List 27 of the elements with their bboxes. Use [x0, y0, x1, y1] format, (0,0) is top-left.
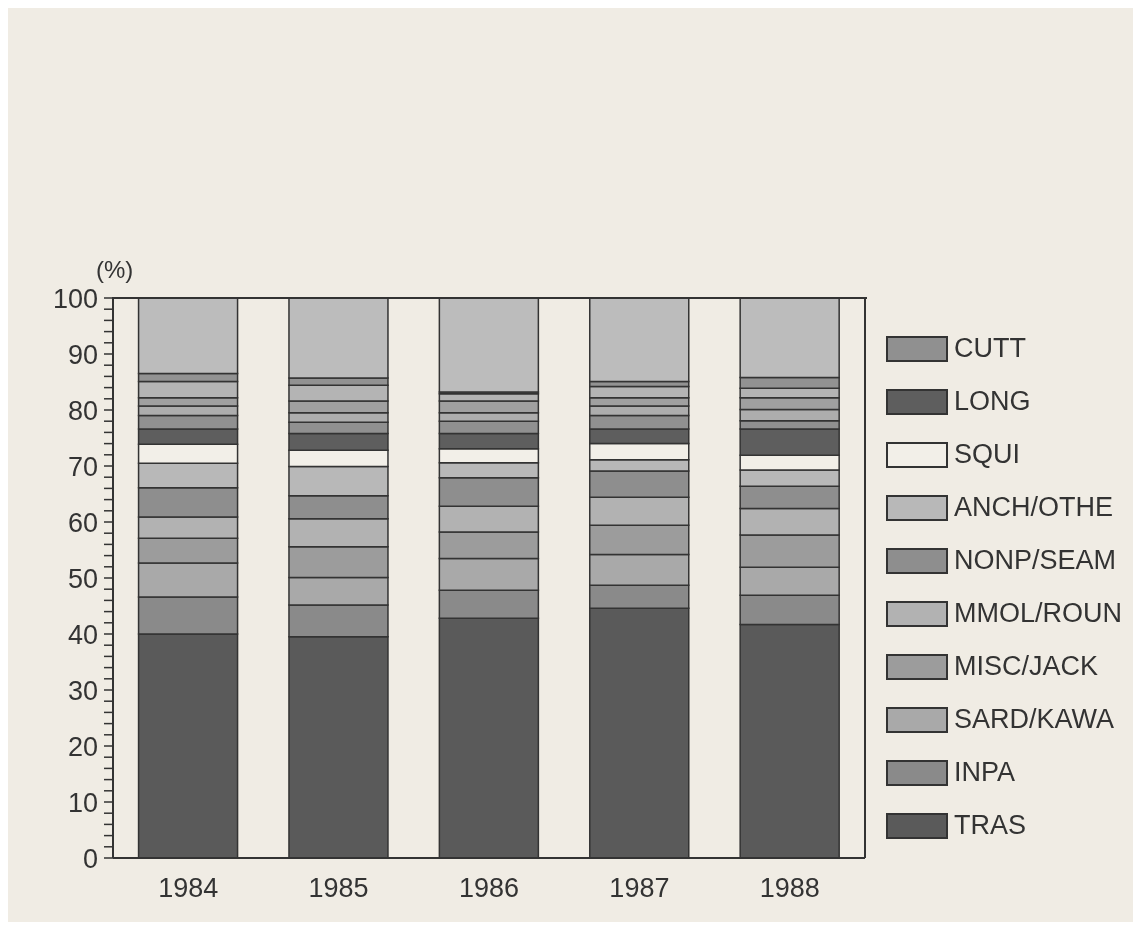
legend-label: NONP/SEAM — [954, 545, 1117, 576]
x-tick-label: 1985 — [308, 873, 369, 904]
y-tick-label: 30 — [67, 675, 98, 706]
y-tick-label: 10 — [67, 787, 98, 818]
legend-label: CUTT — [954, 333, 1026, 364]
legend-label: INPA — [954, 757, 1016, 788]
x-tick-label: 1984 — [158, 873, 219, 904]
y-axis-title: (%) — [96, 256, 134, 284]
y-tick-label: 50 — [67, 563, 98, 594]
legend-label: MISC/JACK — [954, 651, 1099, 682]
y-tick-label: 90 — [67, 339, 98, 370]
legend-label: SARD/KAWA — [954, 704, 1115, 735]
y-tick-label: 60 — [67, 507, 98, 538]
x-tick-label: 1987 — [609, 873, 670, 904]
y-tick-label: 40 — [67, 619, 98, 650]
legend-label: LONG — [954, 386, 1031, 417]
legend-label: SQUI — [954, 439, 1021, 470]
y-tick-label: 0 — [82, 843, 98, 874]
y-tick-label: 80 — [67, 395, 98, 426]
y-tick-label: 20 — [67, 731, 98, 762]
x-tick-label: 1988 — [759, 873, 820, 904]
legend-label: MMOL/ROUN — [954, 598, 1122, 629]
y-tick-label: 100 — [52, 283, 98, 314]
legend-label: ANCH/OTHE — [954, 492, 1114, 523]
x-tick-label: 1986 — [458, 873, 520, 904]
y-tick-label: 70 — [67, 451, 98, 482]
legend-label: TRAS — [954, 810, 1027, 841]
